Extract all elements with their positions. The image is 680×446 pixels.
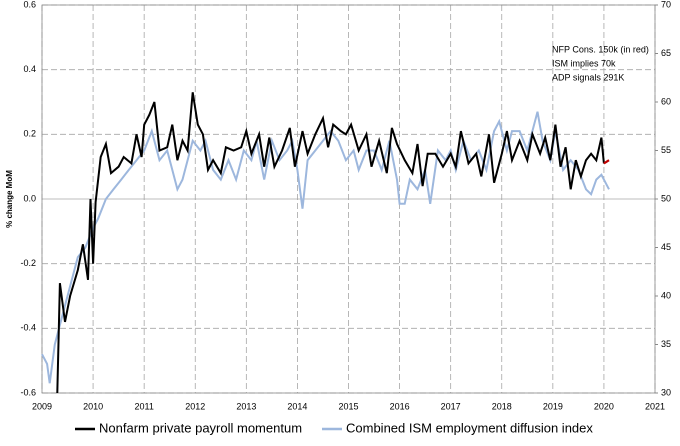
forecast-line [603,159,610,165]
y-tick-label: -0.6 [20,387,36,397]
y2-tick-label: 40 [661,290,671,300]
y-tick-label: -0.4 [20,323,36,333]
y2-tick-label: 45 [661,242,671,252]
annotation: ADP signals 291K [552,72,624,82]
x-tick-label: 2020 [594,401,614,411]
x-tick-label: 2009 [32,401,52,411]
x-tick-label: 2018 [492,401,512,411]
series-line [56,92,605,394]
y2-tick-label: 65 [661,48,671,58]
annotation: NFP Cons. 150k (in red) [552,44,649,54]
y-tick-label: 0.0 [23,193,36,203]
y2-tick-label: 70 [661,0,671,9]
x-tick-label: 2017 [441,401,461,411]
y-tick-label: 0.6 [23,0,36,9]
y2-tick-label: 60 [661,96,671,106]
x-tick-label: 2021 [645,401,665,411]
legend-label: Nonfarm private payroll momentum [99,420,302,435]
y-tick-label: 0.4 [23,64,36,74]
y2-tick-label: 30 [661,387,671,397]
y-tick-label: -0.2 [20,258,36,268]
x-tick-label: 2010 [83,401,103,411]
x-tick-label: 2015 [338,401,358,411]
y2-tick-label: 50 [661,193,671,203]
x-tick-label: 2013 [236,401,256,411]
y2-tick-label: 35 [661,339,671,349]
x-tick-label: 2012 [185,401,205,411]
y-tick-label: 0.2 [23,129,36,139]
y-axis-label: % change MoM [5,170,14,228]
x-tick-label: 2011 [134,401,153,411]
x-tick-label: 2019 [543,401,563,411]
plot-border [41,4,656,394]
annotation: ISM implies 70k [552,58,616,68]
x-tick-label: 2014 [287,401,307,411]
legend-label: Combined ISM employment diffusion index [346,420,593,435]
y2-tick-label: 55 [661,145,671,155]
x-tick-label: 2016 [390,401,410,411]
